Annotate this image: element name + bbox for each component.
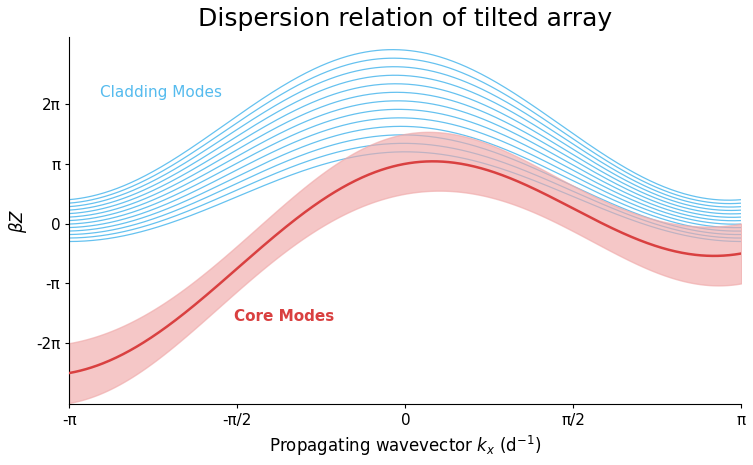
Title: Dispersion relation of tilted array: Dispersion relation of tilted array — [198, 7, 612, 31]
Text: Cladding Modes: Cladding Modes — [100, 85, 222, 100]
X-axis label: Propagating wavevector $k_x$ (d$^{-1}$): Propagating wavevector $k_x$ (d$^{-1}$) — [270, 434, 541, 458]
Text: Core Modes: Core Modes — [234, 309, 334, 324]
Y-axis label: $\beta Z$: $\beta Z$ — [7, 209, 29, 233]
